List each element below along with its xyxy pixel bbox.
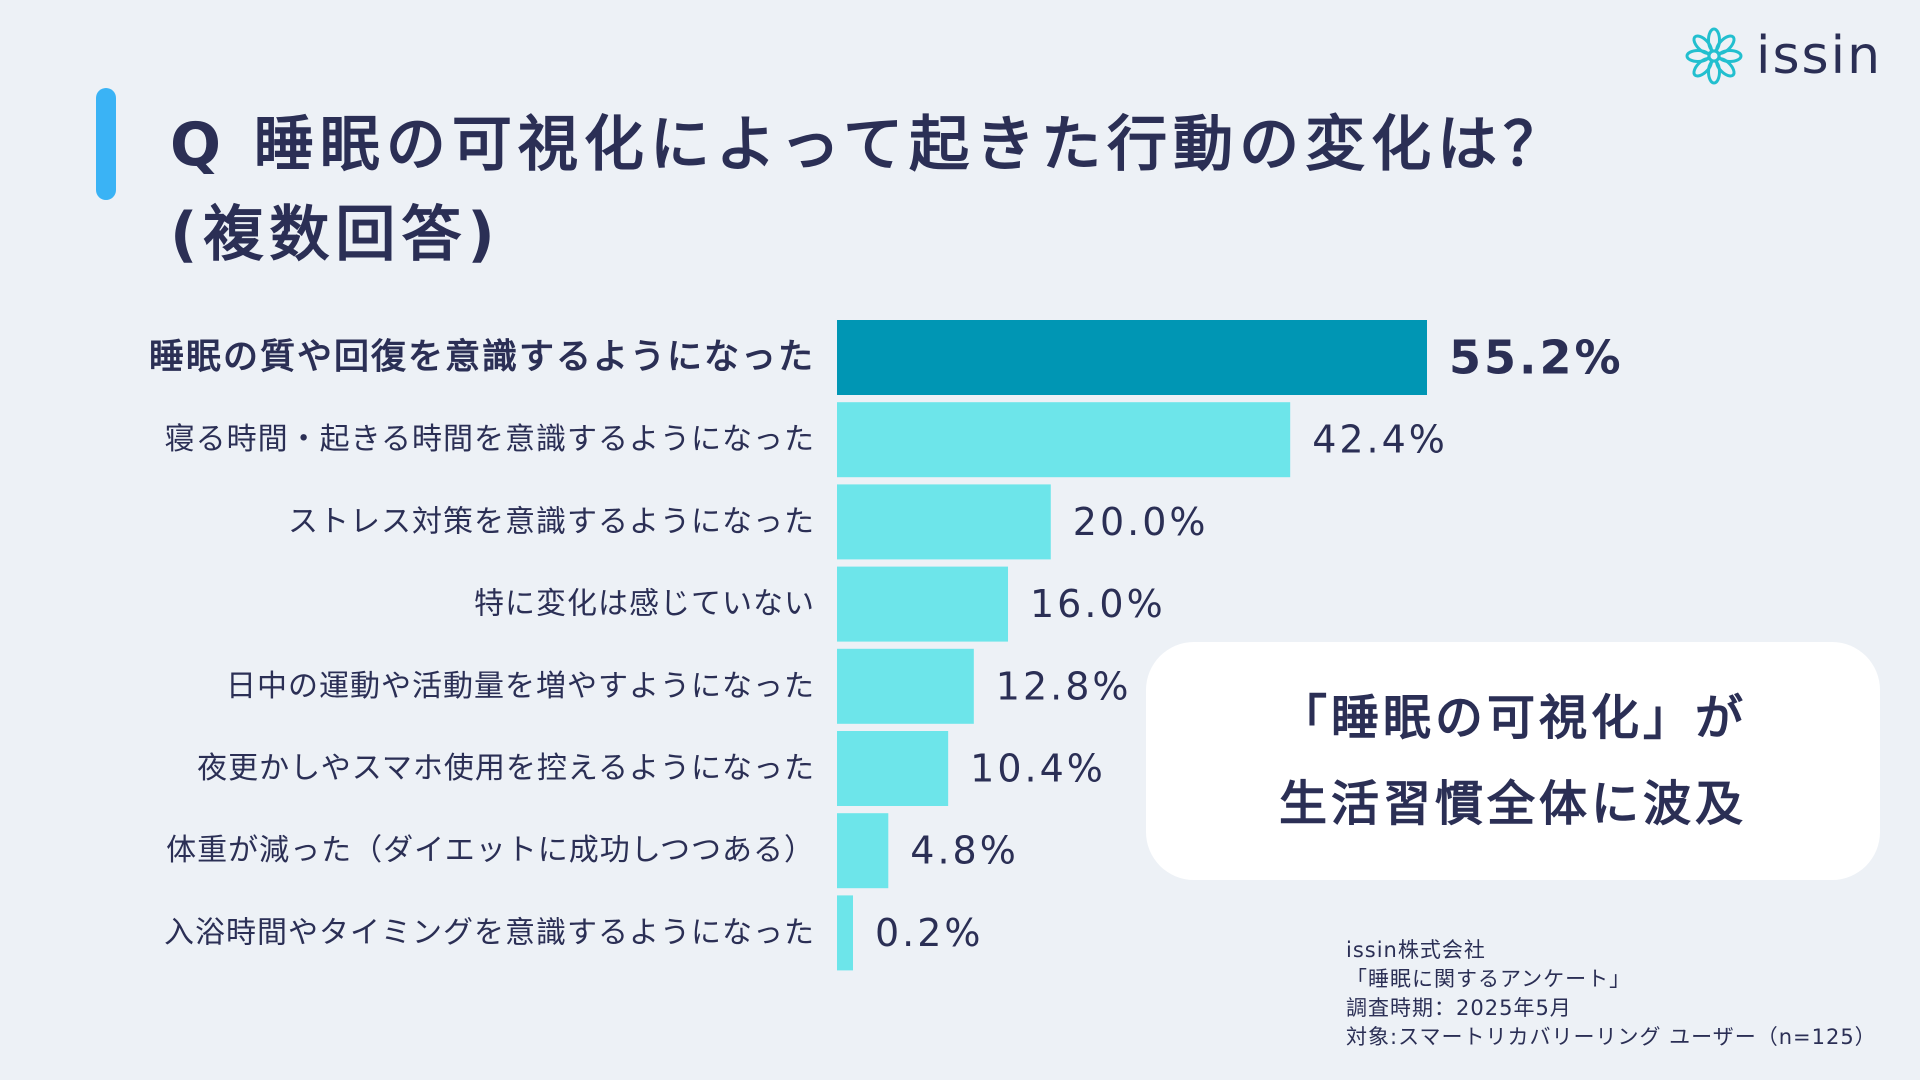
- flower-icon: [1685, 27, 1743, 85]
- brand-logo: issin: [1682, 24, 1882, 88]
- brand-name: issin: [1756, 26, 1883, 86]
- chart-title: Q 睡眠の可視化によって起きた行動の変化は？ (複数回答): [170, 100, 1569, 280]
- callout-box: 「睡眠の可視化」が 生活習慣全体に波及: [1146, 642, 1880, 880]
- value-label-3: 16.0%: [1030, 582, 1166, 626]
- category-label-4: 日中の運動や活動量を増やすようになった: [226, 669, 815, 704]
- bar-2: [837, 484, 1051, 560]
- value-label-6: 4.8%: [910, 829, 1019, 873]
- callout-line-1: 「睡眠の可視化」が: [1278, 690, 1747, 746]
- bar-0: [837, 320, 1427, 395]
- category-label-3: 特に変化は感じていない: [474, 587, 815, 622]
- bar-1: [837, 402, 1291, 478]
- chart-title-line-1: Q 睡眠の可視化によって起きた行動の変化は？: [170, 110, 1570, 180]
- category-label-5: 夜更かしやスマホ使用を控えるようになった: [197, 751, 815, 786]
- bar-3: [837, 566, 1009, 642]
- chart-title-line-2: (複数回答): [170, 200, 501, 270]
- value-label-5: 10.4%: [970, 747, 1106, 791]
- bar-7: [837, 895, 853, 971]
- source-company: issin株式会社: [1346, 938, 1486, 962]
- title-accent-bar: [96, 88, 116, 200]
- value-label-1: 42.4%: [1312, 418, 1448, 462]
- category-label-7: 入浴時間やタイミングを意識するようになった: [164, 915, 815, 950]
- category-label-6: 体重が減った（ダイエットに成功しつつある）: [166, 833, 815, 868]
- source-target: 対象:スマートリカバリーリング ユーザー（n=125）: [1346, 1025, 1877, 1049]
- bar-6: [837, 813, 889, 889]
- category-label-2: ストレス対策を意識するようになった: [288, 504, 815, 539]
- bar-5: [837, 731, 949, 806]
- source-survey: 「睡眠に関するアンケート」: [1346, 967, 1632, 991]
- callout-line-2: 生活習慣全体に波及: [1278, 776, 1747, 832]
- bar-4: [837, 648, 974, 724]
- category-label-0: 睡眠の質や回復を意識するようになった: [149, 338, 815, 378]
- value-label-0: 55.2%: [1449, 331, 1624, 385]
- value-label-4: 12.8%: [996, 664, 1132, 708]
- value-label-7: 0.2%: [875, 911, 984, 955]
- source-period: 調査時期：2025年5月: [1346, 996, 1572, 1020]
- category-label-1: 寝る時間・起きる時間を意識するようになった: [165, 422, 815, 457]
- value-label-2: 20.0%: [1073, 500, 1209, 544]
- source-note: issin株式会社 「睡眠に関するアンケート」 調査時期：2025年5月 対象:…: [1346, 936, 1877, 1052]
